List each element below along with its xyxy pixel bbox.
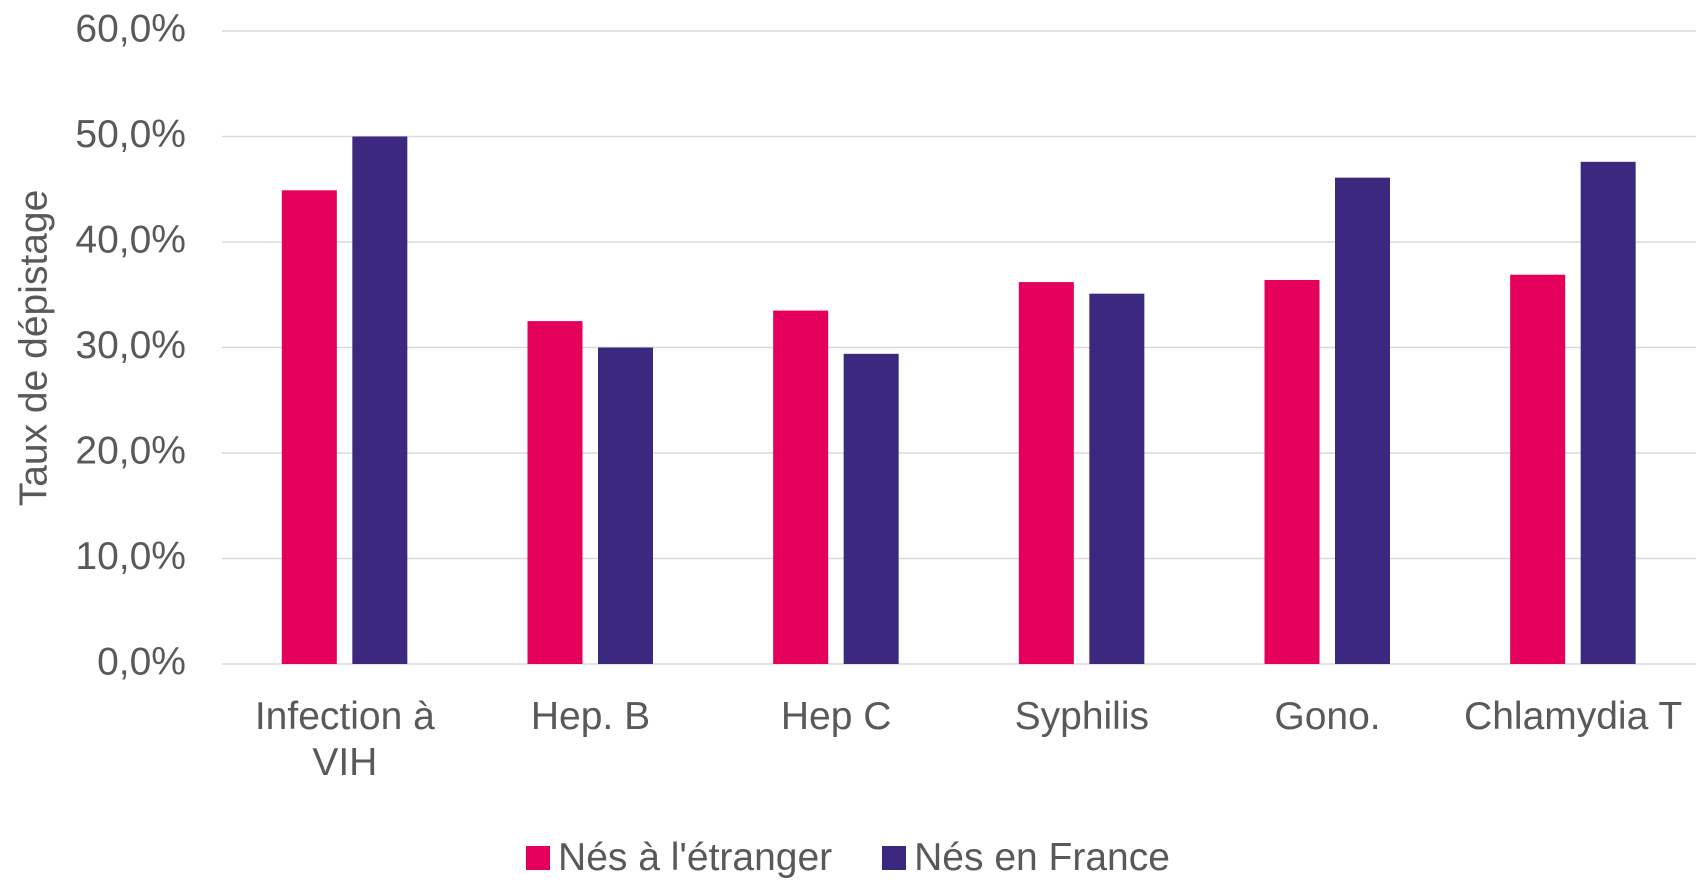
y-axis-label: Taux de dépistage — [12, 190, 55, 507]
y-tick-label: 20,0% — [75, 429, 186, 472]
bar — [527, 321, 583, 664]
x-tick-label: Infection à VIH — [254, 695, 435, 784]
y-tick-label: 60,0% — [75, 7, 186, 50]
x-tick-label: Hep C — [780, 695, 892, 738]
y-tick-label: 50,0% — [75, 113, 186, 156]
legend-item: Nés en France — [882, 836, 1170, 880]
bar — [1264, 279, 1320, 664]
y-tick-label: 40,0% — [75, 218, 186, 261]
y-tick-label: 10,0% — [75, 535, 186, 578]
x-tick-label: Gono. — [1274, 695, 1381, 738]
bar — [843, 353, 899, 664]
bar — [1510, 274, 1566, 664]
legend-label: Nés en France — [914, 836, 1170, 879]
bar — [598, 347, 653, 664]
bar — [1018, 282, 1074, 664]
bar — [281, 190, 337, 664]
bar — [1335, 177, 1390, 664]
x-tick-label: Chlamydia T — [1464, 695, 1683, 738]
x-tick-label: Syphilis — [1014, 695, 1150, 738]
bar — [1580, 161, 1636, 664]
bar — [773, 310, 829, 664]
x-tick-label: Hep. B — [530, 695, 651, 738]
legend-label: Nés à l'étranger — [558, 836, 833, 879]
bar — [1089, 293, 1145, 664]
legend-item: Nés à l'étranger — [526, 836, 832, 880]
legend-swatch — [526, 846, 551, 870]
bar — [352, 136, 408, 664]
legend-swatch — [882, 846, 907, 870]
legend: Nés à l'étranger Nés en France — [0, 836, 1696, 880]
y-tick-label: 0,0% — [97, 640, 186, 683]
y-tick-label: 30,0% — [75, 324, 186, 367]
